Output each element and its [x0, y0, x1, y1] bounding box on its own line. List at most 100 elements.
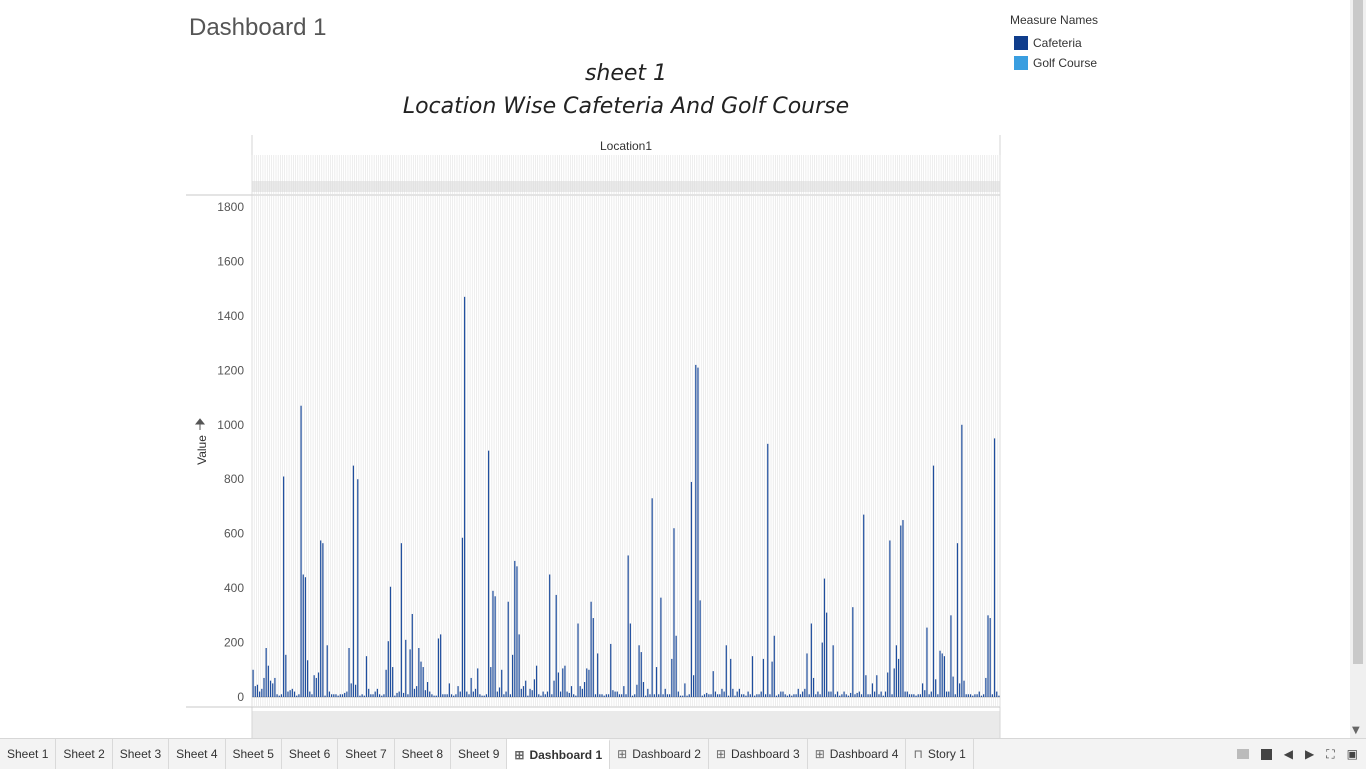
legend-label-golf-course: Golf Course — [1033, 56, 1098, 70]
tab-dashboard-1[interactable]: ⊞ Dashboard 1 — [507, 739, 611, 769]
bar-cafeteria — [653, 694, 655, 697]
bar-cafeteria — [498, 687, 501, 697]
tab-sheet-4[interactable]: Sheet 4 — [169, 739, 226, 769]
bar-cafeteria — [690, 481, 693, 697]
bar-cafeteria — [830, 691, 832, 697]
bar-cafeteria — [464, 296, 466, 697]
bar-cafeteria — [557, 672, 559, 697]
bar-cafeteria — [570, 686, 573, 697]
bar-cafeteria — [474, 688, 477, 697]
dashboard-icon: ⊞ — [715, 747, 726, 761]
bar-cafeteria — [341, 694, 344, 697]
bar-cafeteria — [289, 690, 291, 697]
bar-cafeteria — [614, 691, 616, 697]
vertical-scrollbar[interactable]: ▼ — [1350, 0, 1366, 738]
legend-swatch-golf-course — [1014, 56, 1028, 70]
bar-cafeteria — [512, 654, 514, 697]
bar-cafeteria — [734, 695, 736, 697]
bar-cafeteria — [823, 578, 826, 697]
tab-label: Sheet 8 — [401, 747, 443, 761]
bar-cafeteria — [540, 695, 542, 697]
y-tick-label: 1600 — [217, 254, 244, 268]
bar-cafeteria — [736, 691, 738, 697]
bar-cafeteria — [760, 691, 762, 697]
tab-dashboard-3[interactable]: ⊞ Dashboard 3 — [709, 739, 808, 769]
fullscreen-icon[interactable]: ⛶ — [1326, 746, 1335, 761]
tab-sheet-8[interactable]: Sheet 8 — [395, 739, 451, 769]
bar-cafeteria — [522, 686, 525, 697]
bar-cafeteria — [592, 618, 594, 697]
bar-cafeteria — [368, 688, 370, 697]
legend-label-cafeteria: Cafeteria — [1033, 36, 1082, 50]
tab-sheet-7[interactable]: Sheet 7 — [338, 739, 395, 769]
bar-cafeteria — [322, 543, 324, 697]
bar-cafeteria — [959, 683, 961, 697]
bar-cafeteria — [719, 694, 721, 697]
bar-cafeteria — [660, 597, 662, 697]
bar-cafeteria — [429, 691, 431, 697]
bar-cafeteria — [969, 694, 972, 697]
filmstrip-view-icon[interactable] — [1236, 749, 1249, 759]
tab-story-1[interactable]: ⊓ Story 1 — [906, 739, 974, 769]
tab-sheet-1[interactable]: Sheet 1 — [0, 739, 57, 769]
bar-cafeteria — [304, 577, 307, 697]
bar-cafeteria — [298, 694, 300, 697]
legend-item-cafeteria[interactable]: Cafeteria — [1010, 33, 1098, 53]
legend: Measure Names Cafeteria Golf Course — [1010, 13, 1098, 73]
bar-cafeteria — [978, 691, 980, 697]
tab-sheet-6[interactable]: Sheet 6 — [282, 739, 339, 769]
bar-cafeteria — [492, 590, 494, 697]
previous-sheet-icon[interactable]: ◀ — [1283, 747, 1294, 761]
tab-sheet-5[interactable]: Sheet 5 — [226, 739, 282, 769]
bar-cafeteria — [980, 695, 983, 697]
y-tick-label: 1800 — [217, 200, 244, 214]
next-sheet-icon[interactable]: ▶ — [1305, 747, 1315, 761]
bar-cafeteria — [629, 623, 631, 697]
bar-cafeteria — [897, 658, 900, 697]
bar-cafeteria — [267, 665, 269, 697]
bar-cafeteria — [948, 691, 950, 697]
bar-cafeteria — [488, 450, 490, 697]
bar-cafeteria — [376, 688, 378, 697]
bar-cafeteria — [424, 690, 426, 697]
tab-dashboard-4[interactable]: ⊞ Dashboard 4 — [808, 739, 907, 769]
bar-cafeteria — [357, 479, 359, 697]
bar-cafeteria — [287, 691, 289, 697]
scrollbar-thumb[interactable] — [1353, 0, 1363, 664]
bar-cafeteria — [802, 691, 804, 697]
bar-cafeteria — [985, 677, 987, 697]
bar-cafeteria — [655, 667, 658, 697]
y-axis-title: Value — [195, 435, 209, 465]
bar-cafeteria — [396, 692, 398, 697]
tab-sheet-3[interactable]: Sheet 3 — [113, 739, 170, 769]
bar-cafeteria — [721, 688, 723, 697]
bar-cafeteria — [400, 543, 402, 697]
bar-cafeteria — [405, 639, 407, 697]
bar-cafeteria — [555, 594, 557, 697]
bar-cafeteria — [455, 694, 457, 697]
tab-view-icon[interactable] — [1260, 748, 1272, 760]
bar-cafeteria — [673, 528, 675, 697]
tab-sheet-9[interactable]: Sheet 9 — [451, 739, 508, 769]
presentation-mode-icon[interactable]: ▣ — [1346, 747, 1358, 761]
bar-cafeteria — [280, 694, 283, 697]
bar-cafeteria — [697, 367, 699, 697]
bar-cafeteria — [573, 694, 575, 697]
sheet-title: sheet 1 — [584, 61, 668, 86]
bar-cafeteria — [917, 694, 919, 697]
bar-cafeteria — [317, 672, 320, 697]
bar-cafeteria — [937, 694, 939, 697]
bar-cafeteria — [326, 645, 328, 697]
bar-cafeteria — [254, 686, 256, 697]
tab-dashboard-2[interactable]: ⊞ Dashboard 2 — [610, 739, 709, 769]
bar-cafeteria — [385, 669, 387, 697]
bar-cafeteria — [950, 615, 952, 697]
tab-sheet-2[interactable]: Sheet 2 — [56, 739, 113, 769]
scroll-down-icon[interactable]: ▼ — [1352, 725, 1360, 736]
bar-cafeteria — [398, 691, 400, 697]
tab-label: Sheet 3 — [119, 747, 162, 761]
legend-item-golf-course[interactable]: Golf Course — [1010, 53, 1098, 73]
bar-cafeteria — [599, 694, 601, 697]
bar-cafeteria — [344, 692, 346, 697]
bar-cafeteria — [505, 691, 507, 697]
